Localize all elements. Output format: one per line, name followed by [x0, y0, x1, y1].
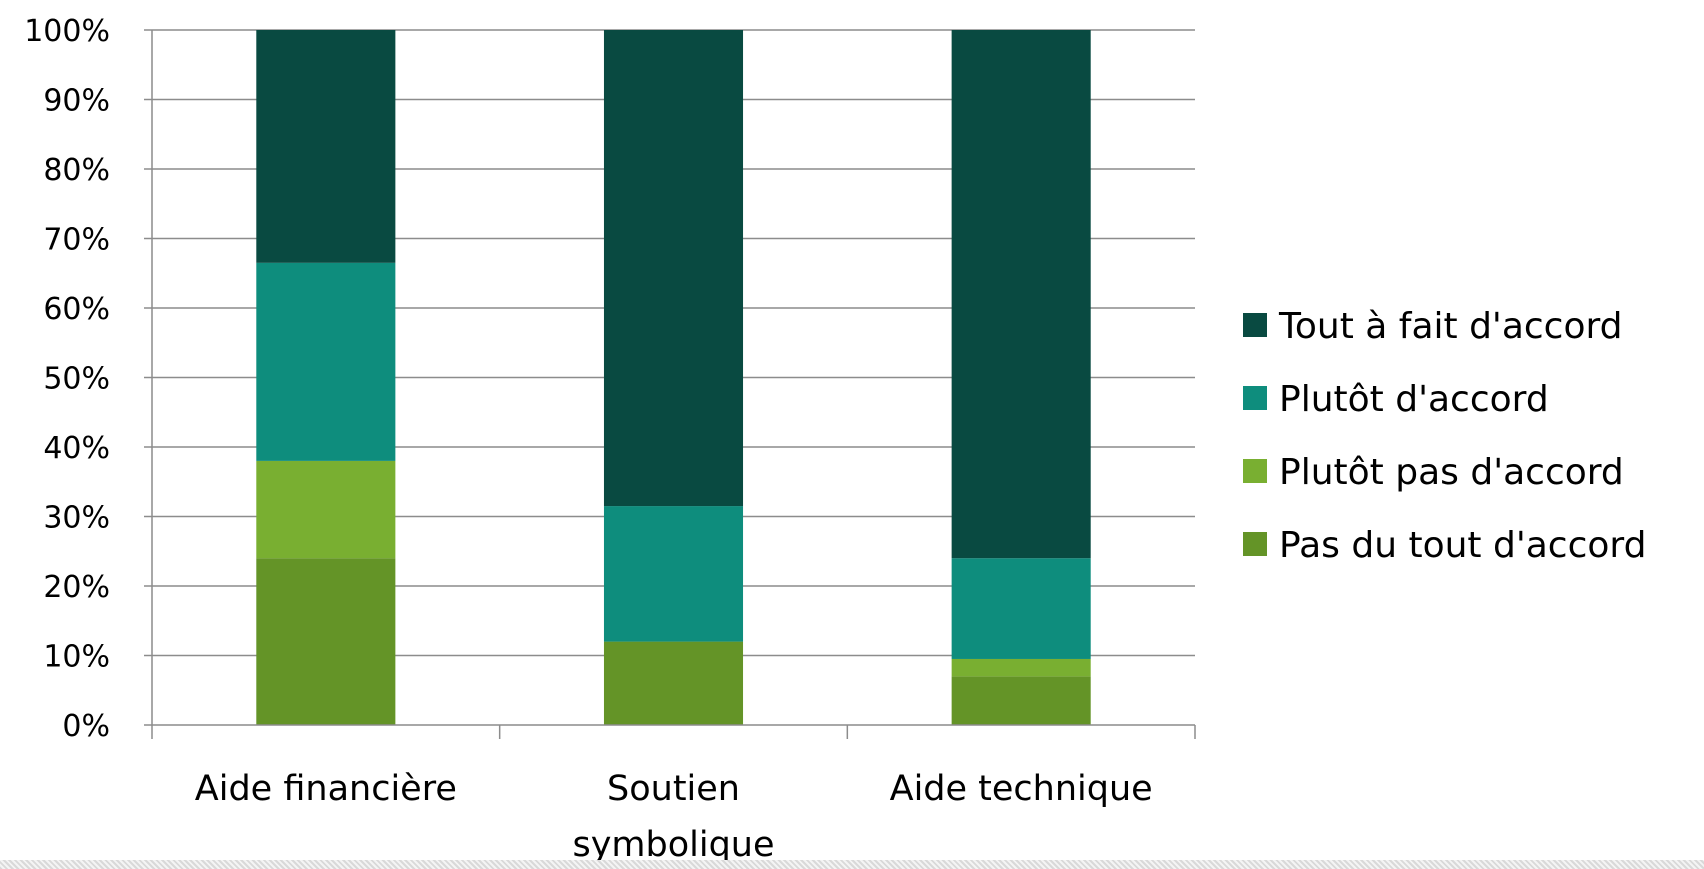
- legend-swatch: [1243, 386, 1267, 410]
- y-tick-label: 10%: [43, 640, 110, 675]
- bar-segment: [256, 30, 396, 263]
- bar-segment: [951, 30, 1091, 559]
- bar-segment: [951, 658, 1091, 677]
- y-tick-label: 80%: [43, 153, 110, 188]
- legend-label: Tout à fait d'accord: [1278, 306, 1623, 347]
- x-category-label: Aide financière: [195, 769, 457, 809]
- y-tick-label: 100%: [24, 14, 110, 49]
- y-tick-label: 20%: [43, 570, 110, 605]
- bar-segment: [256, 262, 396, 461]
- x-category-label: Soutien symbolique: [572, 769, 774, 865]
- axes: [144, 29, 1196, 739]
- x-category-label: Aide technique: [890, 769, 1153, 809]
- legend-swatch: [1243, 313, 1267, 337]
- bar-segment: [256, 558, 396, 725]
- legend-label: Plutôt d'accord: [1279, 379, 1549, 420]
- bar-segment: [951, 676, 1091, 725]
- y-tick-label: 50%: [43, 362, 110, 397]
- legend: Tout à fait d'accord Plutôt d'accord Plutô…: [1243, 306, 1646, 566]
- bar-segment: [603, 641, 744, 725]
- x-axis-category-labels: Aide financière Soutien symbolique Aide tec…: [195, 769, 1153, 865]
- y-tick-label: 90%: [43, 84, 110, 119]
- legend-label: Plutôt pas d'accord: [1279, 452, 1624, 493]
- y-tick-label: 60%: [43, 292, 110, 327]
- legend-swatch: [1243, 532, 1267, 556]
- decorative-footer-band: [0, 860, 1704, 869]
- bar-segment: [256, 460, 396, 559]
- bar-segment: [603, 506, 744, 642]
- y-tick-label: 70%: [43, 223, 110, 258]
- y-tick-label: 40%: [43, 431, 110, 466]
- bars: [256, 30, 1091, 725]
- bar-segment: [603, 30, 744, 507]
- legend-label: Pas du tout d'accord: [1279, 525, 1646, 566]
- y-axis-tick-labels: 0% 10% 20% 30% 40% 50% 60% 70% 80% 90% 100%: [24, 14, 110, 744]
- y-tick-label: 30%: [43, 501, 110, 536]
- y-tick-label: 0%: [62, 709, 110, 744]
- legend-swatch: [1243, 459, 1267, 483]
- bar-segment: [951, 558, 1091, 659]
